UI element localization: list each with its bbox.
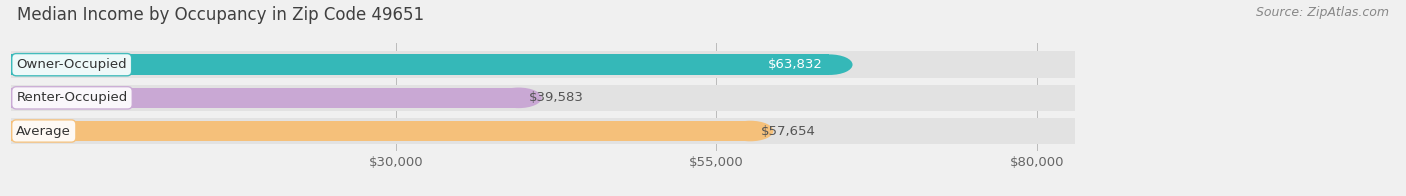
- Bar: [11, 85, 1036, 111]
- Bar: [11, 88, 519, 108]
- Bar: [11, 85, 1076, 111]
- Text: Median Income by Occupancy in Zip Code 49651: Median Income by Occupancy in Zip Code 4…: [17, 6, 425, 24]
- Text: $39,583: $39,583: [529, 91, 583, 104]
- Bar: [11, 51, 1036, 78]
- Text: Average: Average: [17, 124, 72, 138]
- Ellipse shape: [495, 88, 541, 108]
- Bar: [11, 121, 751, 141]
- Bar: [11, 54, 830, 75]
- Text: Renter-Occupied: Renter-Occupied: [17, 91, 128, 104]
- Bar: [11, 118, 1036, 144]
- Text: Owner-Occupied: Owner-Occupied: [17, 58, 127, 71]
- Text: Source: ZipAtlas.com: Source: ZipAtlas.com: [1256, 6, 1389, 19]
- Text: $63,832: $63,832: [768, 58, 823, 71]
- Ellipse shape: [727, 121, 773, 141]
- Bar: [11, 118, 1076, 144]
- Ellipse shape: [807, 54, 852, 75]
- Bar: [11, 51, 1076, 78]
- Text: $57,654: $57,654: [761, 124, 815, 138]
